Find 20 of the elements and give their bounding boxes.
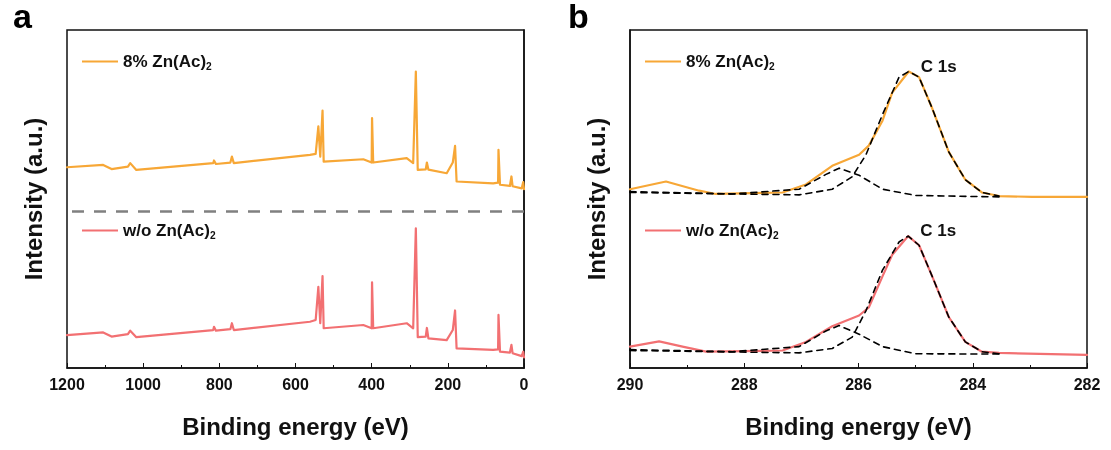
chart-title: b: [568, 0, 589, 35]
x-tick-label: 284: [959, 375, 987, 393]
x-tick-label: 286: [845, 375, 872, 393]
x-tick-label: 282: [1073, 375, 1101, 393]
x-axis-title: Binding energy (eV): [745, 412, 972, 440]
annotation: C 1s: [920, 221, 957, 241]
x-tick-label: 400: [358, 375, 386, 393]
x-tick-label: 1000: [125, 375, 162, 393]
y-axis-title: Intensity (a.u.): [582, 117, 610, 281]
x-axis-title: Binding energy (eV): [182, 412, 409, 440]
x-tick-label: 0: [519, 375, 529, 393]
x-tick-label: 800: [205, 375, 233, 393]
x-tick-label: 600: [282, 375, 309, 393]
x-tick-label: 200: [434, 375, 462, 393]
x-tick-label: 1200: [49, 375, 85, 393]
x-tick-label: 288: [730, 375, 758, 393]
annotation: C 1s: [920, 56, 957, 76]
x-tick-label: 290: [616, 375, 644, 393]
chart-title: a: [13, 0, 33, 35]
y-axis-title: Intensity (a.u.): [19, 117, 47, 281]
